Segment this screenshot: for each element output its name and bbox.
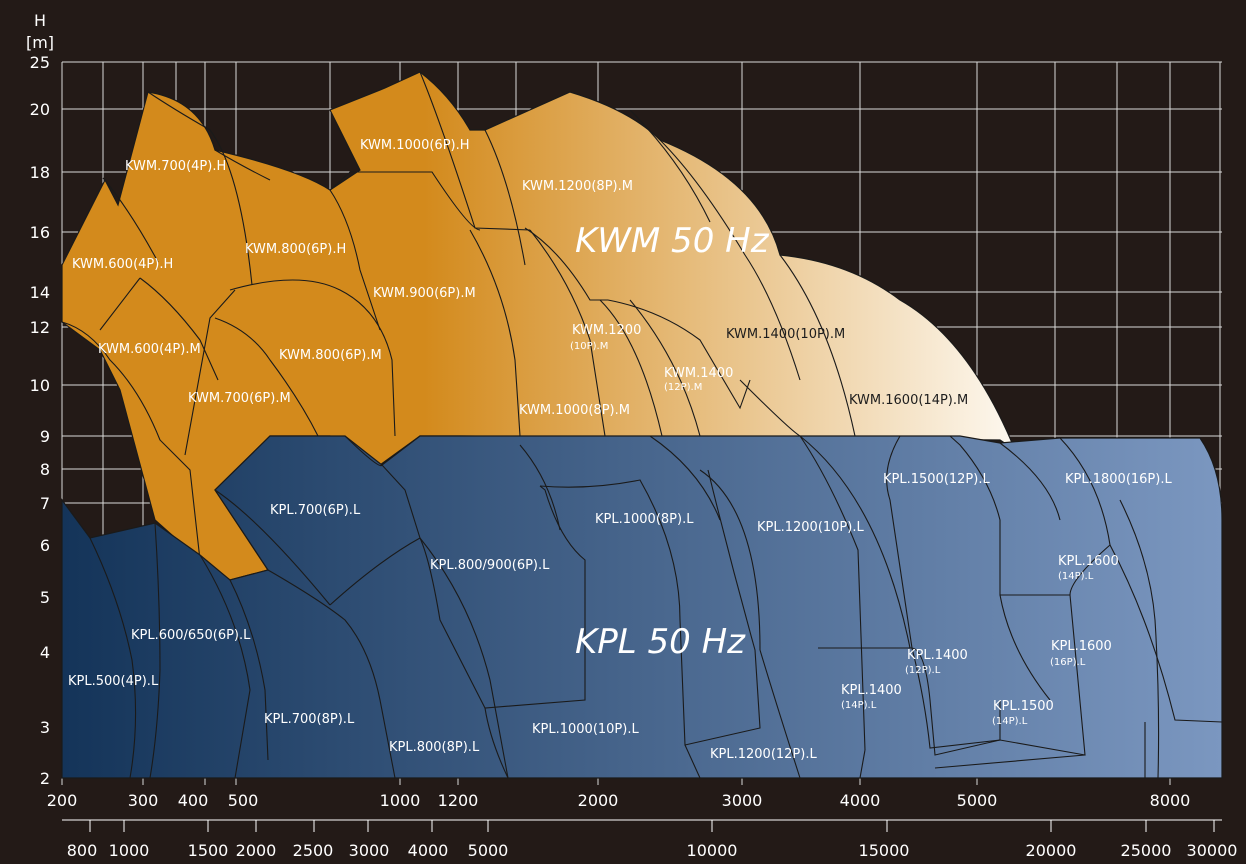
y-tick-labels: 25 20 18 16 14 12 10 9 8 7 6 5 4 3 2 [30, 53, 50, 788]
y-tick-label: 5 [40, 588, 50, 607]
label-kpl-1800-16p-l: KPL.1800(16P).L [1065, 472, 1172, 487]
label-kpl-1000-10p-l: KPL.1000(10P).L [532, 722, 639, 737]
label-kwm-800-6p-h: KWM.800(6P).H [245, 242, 346, 257]
label-kpl-1600-14p-l: KPL.1600 [1058, 554, 1119, 569]
label-kpl-1200-10p-l: KPL.1200(10P).L [757, 520, 864, 535]
label-kwm-600-4p-m: KWM.600(4P).M [98, 342, 201, 357]
x-tick-label: 200 [47, 791, 78, 810]
x2-tick-label: 15000 [859, 841, 910, 860]
label-kpl-1400-14p-l-sub: (14P).L [841, 700, 877, 711]
label-kwm-600-4p-h: KWM.600(4P).H [72, 257, 173, 272]
x2-tick-label: 4000 [408, 841, 449, 860]
label-kwm-700-6p-m: KWM.700(6P).M [188, 391, 291, 406]
y-tick-label: 8 [40, 460, 50, 479]
series-label-kwm: KWM 50 Hz [575, 221, 770, 261]
label-kwm-1400-12p-m: KWM.1400 [664, 366, 733, 381]
y-axis-title: H [34, 11, 46, 30]
x-tick-label: 8000 [1150, 791, 1191, 810]
label-kpl-1200-12p-l: KPL.1200(12P).L [710, 747, 817, 762]
x-tick-labels: 200 300 400 500 1000 1200 2000 3000 4000… [47, 791, 1191, 810]
region-labels: KWM.700(4P).H KWM.1000(6P).H KWM.1200(8P… [68, 138, 1172, 762]
x2-tick-label: 3000 [349, 841, 390, 860]
y-axis-unit: [m] [26, 33, 54, 52]
y-tick-label: 6 [40, 536, 50, 555]
series-label-kpl: KPL 50 Hz [575, 622, 746, 662]
label-kpl-1400-12p-l-sub: (12P).L [905, 665, 941, 676]
kpl-envelope-area [61, 435, 1223, 779]
label-kwm-700-4p-h: KWM.700(4P).H [125, 159, 226, 174]
label-kwm-1000-8p-m: KWM.1000(8P).M [519, 403, 630, 418]
kwm-envelope [61, 71, 1017, 581]
label-kpl-1500-14p-l-sub: (14P).L [992, 716, 1028, 727]
label-kwm-900-6p-m: KWM.900(6P).M [373, 286, 476, 301]
x2-tick-label: 1500 [188, 841, 229, 860]
x2-tick-label: 30000 [1187, 841, 1238, 860]
x-tick-label: 4000 [840, 791, 881, 810]
label-kwm-1400-10p-m: KWM.1400(10P).M [726, 327, 845, 342]
label-kwm-1200-10p-m: KWM.1200 [572, 323, 641, 338]
label-kpl-1500-12p-l: KPL.1500(12P).L [883, 472, 990, 487]
y-tick-label: 12 [30, 318, 50, 337]
y-tick-label: 4 [40, 643, 50, 662]
x-tick-label: 3000 [722, 791, 763, 810]
label-kwm-1200-8p-m: KWM.1200(8P).M [522, 179, 633, 194]
label-kwm-800-6p-m: KWM.800(6P).M [279, 348, 382, 363]
x2-tick-label: 2000 [236, 841, 277, 860]
y-tick-label: 3 [40, 718, 50, 737]
label-kpl-1600-16p-l: KPL.1600 [1051, 639, 1112, 654]
label-kpl-1600-16p-l-sub: (16P).L [1050, 657, 1086, 668]
label-kpl-600-650-6p-l: KPL.600/650(6P).L [131, 628, 251, 643]
x2-tick-label: 5000 [468, 841, 509, 860]
x-tick-label: 5000 [957, 791, 998, 810]
label-kwm-1200-10p-m-sub: (10P).M [570, 341, 608, 352]
label-kpl-1400-14p-l: KPL.1400 [841, 683, 902, 698]
y-tick-label: 25 [30, 53, 50, 72]
label-kpl-500-4p-l: KPL.500(4P).L [68, 674, 159, 689]
x2-tick-label: 25000 [1121, 841, 1172, 860]
y-tick-label: 20 [30, 100, 50, 119]
x-tick-label: 1000 [380, 791, 421, 810]
x-tick-label: 500 [228, 791, 259, 810]
y-tick-label: 7 [40, 494, 50, 513]
label-kpl-1400-12p-l: KPL.1400 [907, 648, 968, 663]
label-kpl-1600-14p-l-sub: (14P).L [1058, 571, 1094, 582]
y-tick-label: 10 [30, 376, 50, 395]
y-tick-label: 18 [30, 163, 50, 182]
y-tick-label: 9 [40, 427, 50, 446]
x-tick-label: 2000 [578, 791, 619, 810]
label-kpl-1500-14p-l: KPL.1500 [993, 699, 1054, 714]
label-kwm-1000-6p-h: KWM.1000(6P).H [360, 138, 470, 153]
x2-tick-label: 800 [67, 841, 98, 860]
x-tick-label: 300 [128, 791, 159, 810]
kpl-envelope [61, 435, 1223, 779]
y-tick-label: 16 [30, 223, 50, 242]
x2-tick-label: 1000 [109, 841, 150, 860]
label-kpl-700-8p-l: KPL.700(8P).L [264, 712, 355, 727]
label-kwm-1600-14p-m: KWM.1600(14P).M [849, 393, 968, 408]
y-tick-label: 14 [30, 283, 50, 302]
secondary-x-axis: 800 1000 1500 2000 2500 3000 4000 5000 1… [62, 819, 1238, 860]
x2-tick-label: 20000 [1026, 841, 1077, 860]
x-tick-label: 400 [178, 791, 209, 810]
label-kwm-1400-12p-m-sub: (12P).M [664, 382, 702, 393]
x-tick-label: 1200 [438, 791, 479, 810]
y-tick-label: 2 [40, 769, 50, 788]
label-kpl-700-6p-l: KPL.700(6P).L [270, 503, 361, 518]
label-kpl-1000-8p-l: KPL.1000(8P).L [595, 512, 694, 527]
x2-tick-label: 10000 [687, 841, 738, 860]
x2-tick-label: 2500 [293, 841, 334, 860]
label-kpl-800-900-6p-l: KPL.800/900(6P).L [430, 558, 550, 573]
label-kpl-800-8p-l: KPL.800(8P).L [389, 740, 480, 755]
